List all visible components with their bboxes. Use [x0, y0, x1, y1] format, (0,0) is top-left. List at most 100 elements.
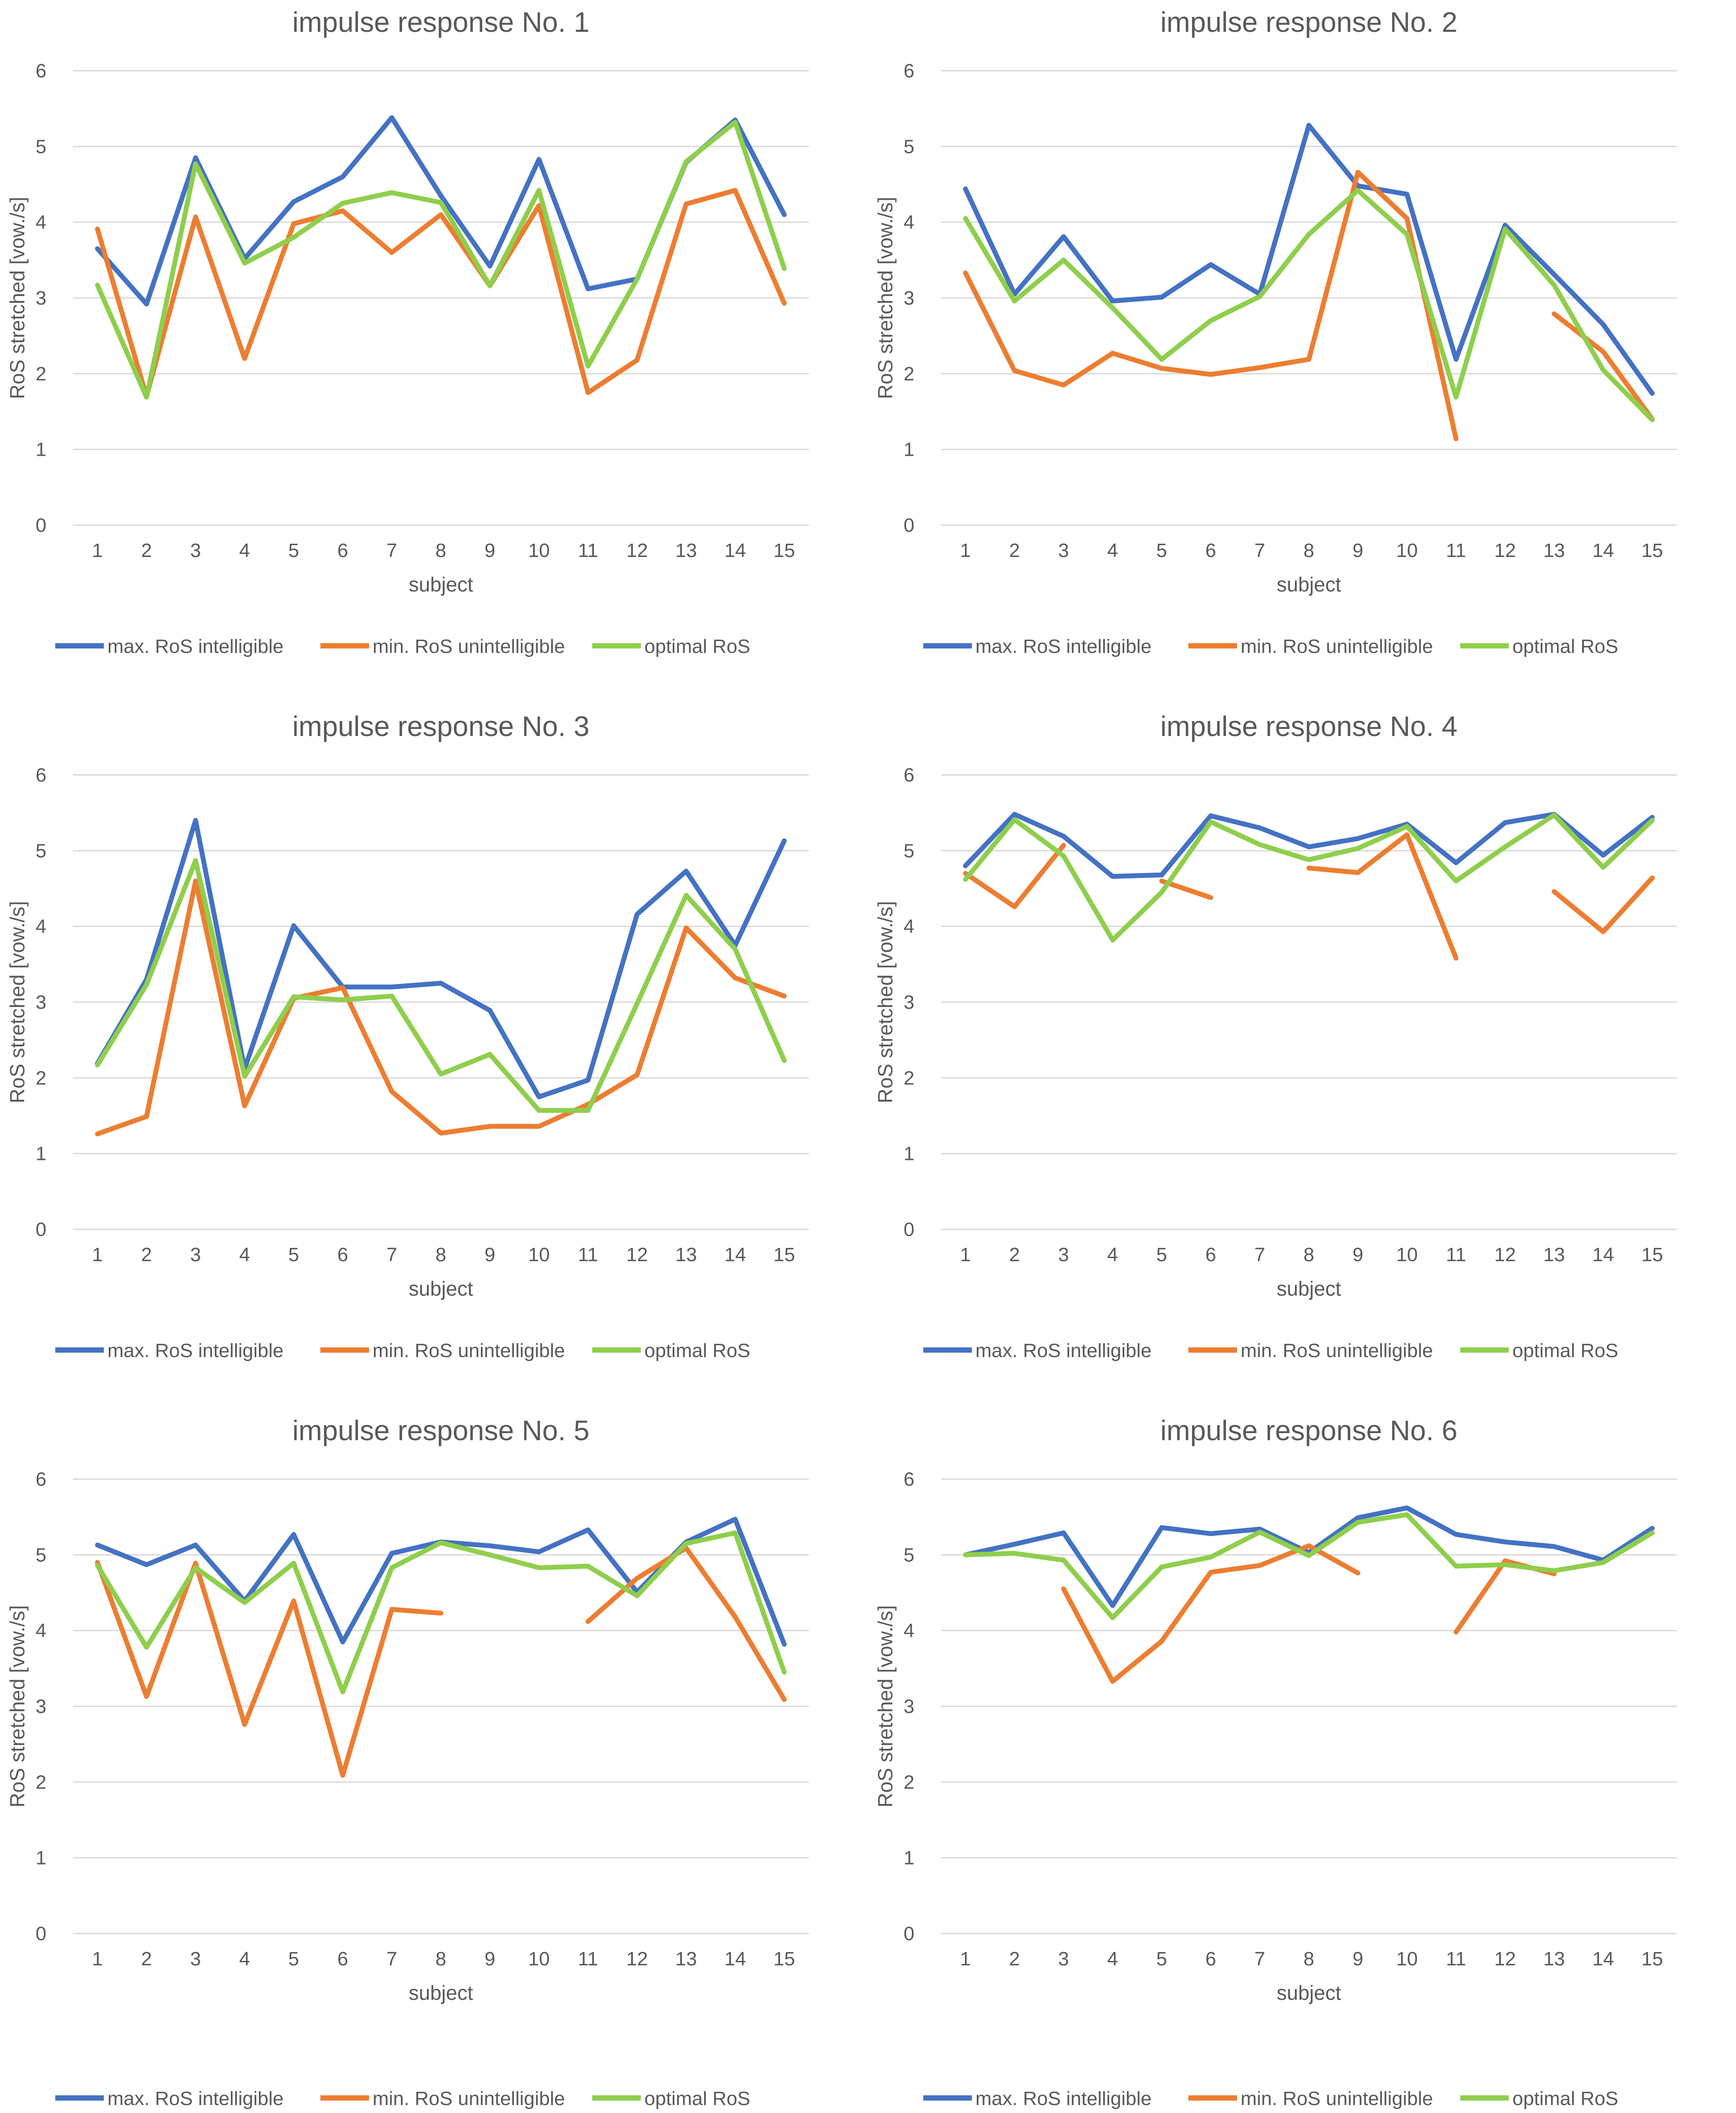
x-tick-label: 7 — [386, 1244, 397, 1266]
x-tick-label: 1 — [92, 1244, 103, 1266]
x-tick-label: 4 — [1107, 1948, 1118, 1970]
x-tick-label: 4 — [239, 1244, 250, 1266]
x-tick-label: 3 — [1058, 540, 1069, 561]
x-tick-label: 11 — [578, 1244, 598, 1266]
legend-label: max. RoS intelligible — [975, 636, 1152, 657]
x-tick-label: 8 — [1303, 1244, 1314, 1266]
series-line-min — [1061, 1543, 1360, 1684]
y-tick-label: 6 — [904, 1468, 914, 1490]
x-tick-label: 13 — [1543, 1948, 1565, 1970]
y-tick-label: 0 — [36, 1219, 46, 1240]
y-tick-label: 4 — [904, 212, 914, 233]
x-tick-label: 14 — [1592, 540, 1614, 561]
legend-label: optimal RoS — [644, 2088, 750, 2109]
series-line-max — [95, 115, 787, 307]
x-axis-label: subject — [409, 1981, 473, 2004]
x-tick-label: 13 — [675, 540, 697, 561]
series-line-min — [1306, 832, 1458, 961]
legend-label: max. RoS intelligible — [107, 636, 284, 657]
x-tick-label: 14 — [1592, 1244, 1614, 1266]
x-tick-label: 8 — [1303, 1948, 1314, 1970]
x-tick-label: 1 — [92, 540, 103, 561]
series-line-min — [1552, 311, 1655, 422]
y-axis-label: RoS stretched [vow./s] — [6, 1605, 29, 1808]
x-tick-label: 7 — [386, 540, 397, 561]
x-tick-label: 12 — [1494, 1948, 1516, 1970]
x-tick-label: 9 — [484, 1244, 495, 1266]
y-tick-label: 3 — [904, 287, 914, 309]
legend-label: min. RoS unintelligible — [1241, 1340, 1433, 1362]
x-tick-label: 5 — [288, 1244, 299, 1266]
x-tick-label: 3 — [1058, 1948, 1069, 1970]
chart-panel-4: impulse response No. 4 0 1 2 3 4 5 6 1 2 3 4 5 6 7 8 9 10… — [868, 704, 1736, 1408]
y-tick-label: 3 — [36, 992, 46, 1013]
x-tick-label: 15 — [1641, 1244, 1663, 1266]
x-tick-label: 13 — [1543, 1244, 1565, 1266]
y-tick-label: 6 — [36, 60, 46, 82]
x-tick-label: 5 — [288, 1948, 299, 1970]
series-line-max — [963, 122, 1655, 396]
series-line-opt — [95, 120, 787, 400]
y-axis-label: RoS stretched [vow./s] — [874, 197, 897, 399]
y-tick-label: 5 — [36, 1544, 46, 1566]
series-line-min — [95, 188, 787, 399]
y-tick-label: 6 — [904, 764, 914, 786]
y-tick-label: 6 — [36, 1468, 46, 1490]
x-tick-label: 7 — [1254, 1948, 1265, 1970]
y-axis-label: RoS stretched [vow./s] — [874, 901, 897, 1103]
x-tick-label: 10 — [1396, 1948, 1418, 1970]
y-tick-label: 4 — [36, 1620, 46, 1642]
x-tick-label: 7 — [386, 1948, 397, 1970]
x-tick-label: 15 — [1641, 1948, 1663, 1970]
y-tick-label: 0 — [36, 1923, 46, 1945]
chart-title: impulse response No. 6 — [1160, 1415, 1457, 1446]
legend-label: max. RoS intelligible — [975, 1340, 1152, 1362]
y-axis-label: RoS stretched [vow./s] — [6, 197, 29, 399]
chart-title: impulse response No. 1 — [292, 6, 589, 38]
x-tick-label: 2 — [141, 540, 152, 561]
x-tick-label: 7 — [1254, 1244, 1265, 1266]
chart-title: impulse response No. 5 — [292, 1415, 589, 1446]
y-tick-label: 5 — [904, 136, 914, 157]
y-tick-label: 2 — [904, 1771, 914, 1793]
chart-panel-1: impulse response No. 1 0 1 2 3 4 5 6 1 2 3 4 5 6 7 8 9 10… — [0, 0, 868, 704]
x-tick-label: 6 — [1205, 540, 1216, 561]
y-tick-label: 1 — [36, 1847, 46, 1869]
chart-panel-3: impulse response No. 3 0 1 2 3 4 5 6 1 2 3 4 5 6 7 8 9 10… — [0, 704, 868, 1408]
x-tick-label: 11 — [1446, 1244, 1466, 1266]
series-line-opt — [963, 188, 1655, 423]
series-line-max — [963, 812, 1655, 879]
x-axis-label: subject — [409, 1277, 473, 1300]
x-tick-label: 5 — [1156, 1948, 1167, 1970]
x-tick-label: 11 — [578, 540, 598, 561]
x-tick-label: 10 — [1396, 540, 1418, 561]
x-tick-label: 7 — [1254, 540, 1265, 561]
y-tick-label: 4 — [904, 916, 914, 938]
y-tick-label: 6 — [904, 60, 914, 82]
x-tick-label: 9 — [484, 1948, 495, 1970]
x-tick-label: 1 — [92, 1948, 103, 1970]
y-tick-label: 5 — [36, 136, 46, 157]
chart-panel-2: impulse response No. 2 0 1 2 3 4 5 6 1 2 3 4 5 6 7 8 9 10… — [868, 0, 1736, 704]
x-tick-label: 1 — [960, 540, 971, 561]
x-tick-label: 2 — [1009, 1244, 1020, 1266]
x-tick-label: 4 — [1107, 540, 1118, 561]
series-line-opt — [95, 1530, 787, 1694]
x-tick-label: 12 — [1494, 540, 1516, 561]
x-tick-label: 9 — [1352, 540, 1363, 561]
x-tick-label: 4 — [239, 1948, 250, 1970]
y-tick-label: 5 — [36, 840, 46, 862]
y-tick-label: 1 — [36, 1143, 46, 1165]
y-tick-label: 3 — [36, 1696, 46, 1717]
x-tick-label: 10 — [528, 540, 550, 561]
series-line-opt — [95, 858, 787, 1113]
series-line-min — [963, 843, 1066, 909]
y-tick-label: 1 — [36, 439, 46, 461]
x-tick-label: 10 — [528, 1244, 550, 1266]
series-line-min — [95, 1560, 443, 1778]
x-tick-label: 6 — [337, 540, 348, 561]
x-tick-label: 2 — [1009, 540, 1020, 561]
x-tick-label: 2 — [1009, 1948, 1020, 1970]
x-tick-label: 15 — [773, 1948, 795, 1970]
